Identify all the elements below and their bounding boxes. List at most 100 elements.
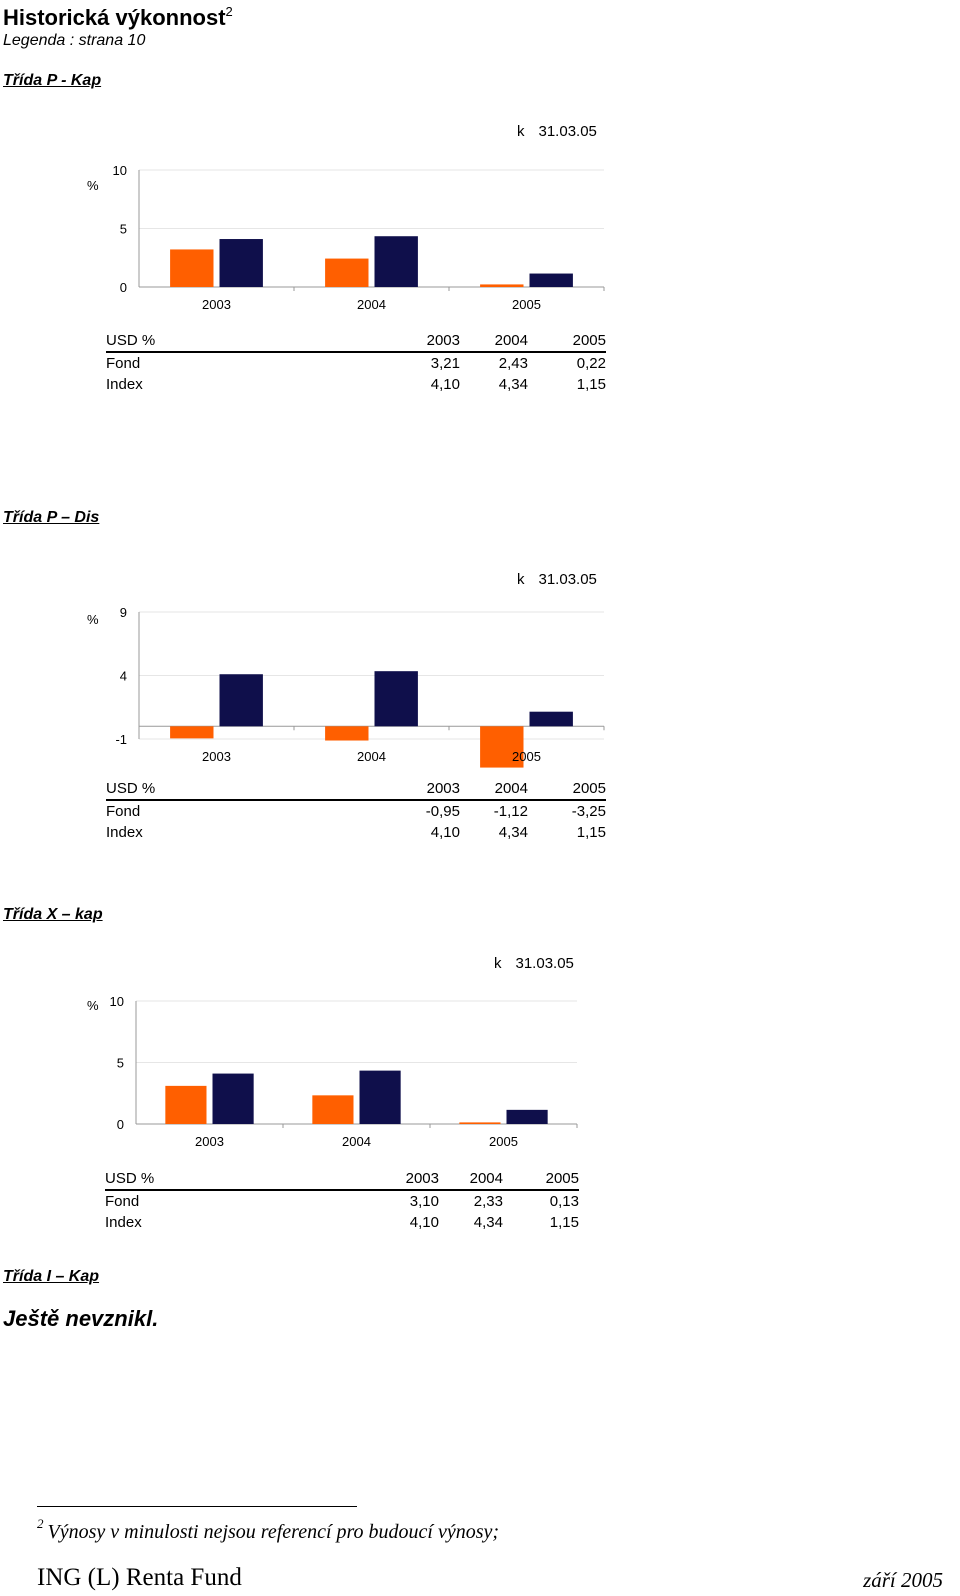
- bar-fond: [165, 1085, 207, 1124]
- y-tick-label: 5: [117, 1056, 124, 1071]
- row-value: 0,13: [549, 1193, 579, 1210]
- x-tick-label: 2003: [195, 1134, 224, 1149]
- footnote-text: Výnosy v minulosti nejsou referencí pro …: [47, 1521, 500, 1543]
- footnote: 2 Výnosy v minulosti nejsou referencí pro…: [37, 1516, 499, 1544]
- class-title-p-dis: Třída P – Dis: [3, 509, 100, 526]
- row-value: 4,34: [498, 376, 528, 393]
- bar-fond: [325, 726, 369, 741]
- footer-fund-name: ING (L) Renta Fund: [37, 1564, 242, 1591]
- y-tick-label: 5: [120, 222, 127, 237]
- x-tick-label: 2004: [342, 1134, 371, 1149]
- as-of-date: k 31.03.05: [494, 955, 574, 972]
- row-value: 4,10: [430, 824, 460, 841]
- performance-table-p-dis: USD % 2003 2004 2005 Fond -0,95 -1,12 -3…: [106, 778, 606, 843]
- bar-index: [529, 711, 573, 727]
- class-title-i-kap: Třída I – Kap: [3, 1268, 100, 1285]
- y-tick-label: 0: [120, 280, 127, 295]
- bar-index: [374, 671, 418, 727]
- table-row-index: Index 4,10 4,34 1,15: [105, 1212, 579, 1233]
- footnote-divider: [37, 1506, 357, 1507]
- y-axis-label: %: [87, 612, 99, 627]
- row-value: -0,95: [425, 803, 460, 820]
- row-label: Index: [105, 1214, 142, 1231]
- table-header-label: USD %: [106, 330, 370, 353]
- row-label: Fond: [105, 1193, 140, 1210]
- table-header-row: USD % 2003 2004 2005: [106, 330, 606, 353]
- class-title-x-kap: Třída X – kap: [3, 906, 103, 923]
- table-header-year: 2003: [370, 778, 460, 801]
- row-label: Fond: [106, 355, 141, 372]
- bar-fond: [480, 284, 524, 287]
- row-value: 2,43: [498, 355, 528, 372]
- bar-index: [529, 273, 573, 287]
- as-of-prefix: k: [494, 955, 502, 972]
- table-header-year: 2003: [370, 330, 460, 353]
- row-value: 4,10: [430, 376, 460, 393]
- table-row-index: Index 4,10 4,34 1,15: [106, 822, 606, 843]
- table-header-year: 2004: [439, 1168, 503, 1191]
- x-tick-label: 2004: [357, 749, 386, 764]
- row-label: Index: [106, 824, 143, 841]
- x-tick-label: 2003: [202, 749, 231, 764]
- row-value: -1,12: [493, 803, 528, 820]
- table-header-label: USD %: [106, 778, 370, 801]
- table-header-year: 2005: [528, 330, 606, 353]
- legend-reference: Legenda : strana 10: [3, 32, 146, 49]
- as-of-value: 31.03.05: [538, 571, 597, 588]
- bar-index: [359, 1070, 401, 1124]
- x-tick-label: 2005: [512, 297, 541, 312]
- y-axis-label: %: [87, 178, 99, 193]
- bar-fond: [480, 726, 524, 768]
- row-value: 4,34: [498, 824, 528, 841]
- table-header-year: 2004: [460, 778, 528, 801]
- as-of-value: 31.03.05: [515, 955, 574, 972]
- as-of-value: 31.03.05: [538, 123, 597, 140]
- row-value: 2,33: [473, 1193, 503, 1210]
- row-value: 3,10: [409, 1193, 439, 1210]
- x-tick-label: 2003: [202, 297, 231, 312]
- table-header-label: USD %: [105, 1168, 349, 1191]
- performance-chart-p-kap: % 10 5 0 2003 2004 2005: [87, 163, 605, 312]
- table-row-index: Index 4,10 4,34 1,15: [106, 374, 606, 395]
- table-header-year: 2005: [503, 1168, 579, 1191]
- not-yet-created-note: Ještě nevznikl.: [3, 1306, 159, 1331]
- bar-index: [219, 674, 263, 727]
- table-row-fond: Fond 3,21 2,43 0,22: [106, 352, 606, 374]
- bar-fond: [325, 258, 369, 287]
- y-tick-label: 9: [120, 605, 127, 620]
- footnote-number: 2: [37, 1516, 44, 1531]
- row-value: 4,34: [473, 1214, 503, 1231]
- footer-date: září 2005: [863, 1568, 943, 1592]
- y-tick-label: 10: [110, 994, 124, 1009]
- as-of-prefix: k: [517, 571, 525, 588]
- y-tick-label: 0: [117, 1117, 124, 1132]
- page-title-text: Historická výkonnost: [3, 5, 226, 30]
- footnote-ref: 2: [225, 4, 233, 19]
- table-header-row: USD % 2003 2004 2005: [105, 1168, 579, 1191]
- bar-fond: [459, 1122, 501, 1124]
- bar-index: [374, 236, 418, 287]
- x-tick-label: 2005: [489, 1134, 518, 1149]
- table-header-year: 2004: [460, 330, 528, 353]
- row-value: 0,22: [576, 355, 606, 372]
- as-of-date: k 31.03.05: [517, 123, 597, 140]
- y-tick-label: 4: [120, 669, 127, 684]
- row-value: 1,15: [576, 824, 606, 841]
- bar-index: [212, 1073, 254, 1124]
- table-row-fond: Fond -0,95 -1,12 -3,25: [106, 800, 606, 822]
- as-of-date: k 31.03.05: [517, 571, 597, 588]
- table-header-year: 2003: [349, 1168, 439, 1191]
- bar-index: [506, 1109, 548, 1124]
- row-value: 3,21: [430, 355, 460, 372]
- performance-table-p-kap: USD % 2003 2004 2005 Fond 3,21 2,43 0,22…: [106, 330, 606, 395]
- row-label: Fond: [106, 803, 141, 820]
- x-tick-label: 2004: [357, 297, 386, 312]
- class-title-p-kap: Třída P - Kap: [3, 72, 102, 89]
- performance-chart-p-dis: % 9 4 -1 2003 2004 2005: [87, 605, 605, 768]
- row-value: 1,15: [576, 376, 606, 393]
- as-of-prefix: k: [517, 123, 525, 140]
- row-value: -3,25: [571, 803, 606, 820]
- y-axis-label: %: [87, 998, 99, 1013]
- bar-fond: [170, 249, 214, 287]
- bar-index: [219, 239, 263, 287]
